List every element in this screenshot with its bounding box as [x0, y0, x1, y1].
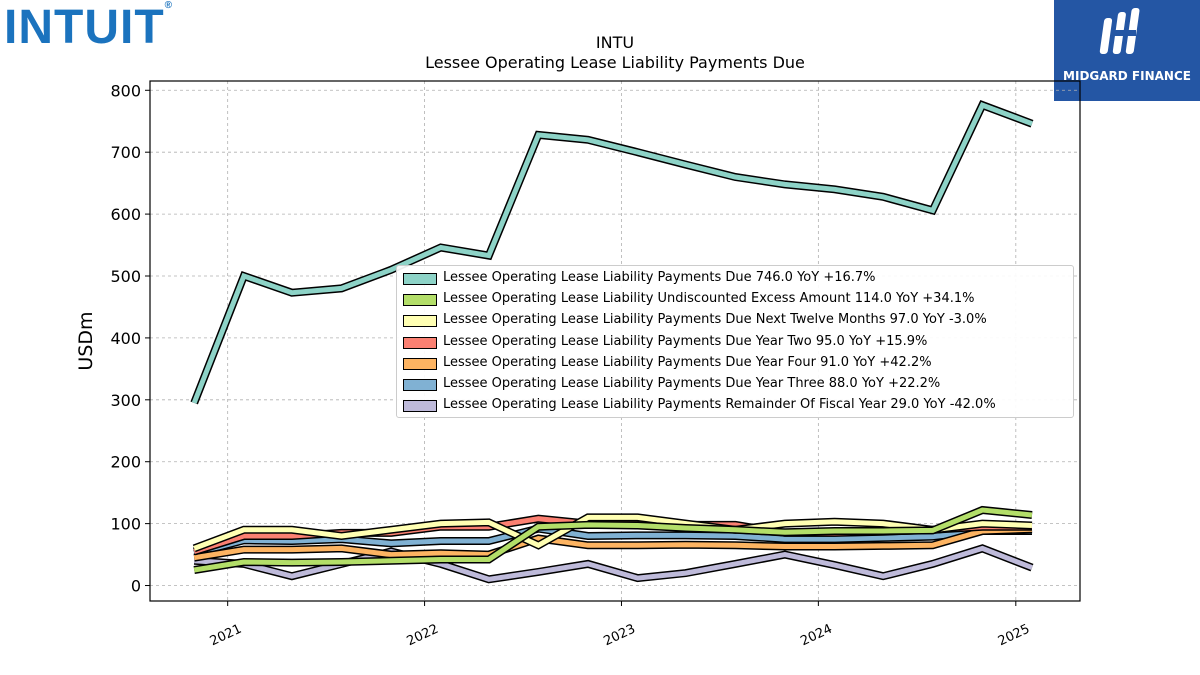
- y-tick-label: 300: [110, 391, 141, 410]
- y-axis-label: USDm: [75, 311, 97, 370]
- x-tick-label: 2023: [602, 622, 638, 650]
- series-3: [192, 513, 1033, 553]
- series-line: [193, 526, 1032, 556]
- y-tick-label: 100: [110, 515, 141, 534]
- midgard-emblem-icon: [1099, 8, 1140, 54]
- series-line: [193, 526, 1033, 561]
- series-line: [193, 514, 1033, 551]
- x-tick-label: 2024: [798, 622, 834, 650]
- intuit-logo-text: INTUIT: [4, 1, 165, 54]
- legend-swatch: [403, 273, 437, 285]
- y-tick-label: 400: [110, 329, 141, 348]
- legend-item: Lessee Operating Lease Liability Payment…: [397, 312, 1073, 332]
- y-axis: 0 100 200 300 400 500 600 700 800: [110, 81, 150, 596]
- series-5: [193, 525, 1033, 562]
- registered-mark-icon: ®: [164, 0, 174, 11]
- legend-swatch: [403, 294, 437, 307]
- series-1: [190, 100, 1034, 405]
- legend-swatch: [403, 315, 437, 328]
- series-line: [191, 101, 1033, 404]
- y-tick-label: 500: [110, 267, 141, 286]
- midgard-finance-logo: MIDGARD FINANCE: [1054, 0, 1200, 101]
- legend-label: Lessee Operating Lease Liability Undisco…: [443, 291, 975, 307]
- y-tick-label: 800: [110, 81, 141, 100]
- series-line: [193, 507, 1033, 573]
- legend-item: Lessee Operating Lease Liability Payment…: [397, 355, 1073, 375]
- y-tick-label: 700: [110, 143, 141, 162]
- midgard-finance-label: MIDGARD FINANCE: [1063, 69, 1191, 83]
- y-tick-label: 200: [110, 453, 141, 472]
- legend-item: Lessee Operating Lease Liability Payment…: [397, 334, 1073, 354]
- legend-item: Lessee Operating Lease Liability Undisco…: [397, 291, 1073, 311]
- x-axis: 2021 2022 2023 2024 2025: [208, 601, 1032, 649]
- x-tick-label: 2025: [996, 622, 1032, 650]
- legend-item: Lessee Operating Lease Liability Payment…: [397, 270, 1073, 290]
- y-tick-label: 600: [110, 205, 141, 224]
- legend-item: Lessee Operating Lease Liability Payment…: [397, 376, 1073, 396]
- legend-swatch: [403, 400, 437, 413]
- legend-label: Lessee Operating Lease Liability Payment…: [443, 270, 876, 285]
- legend-label: Lessee Operating Lease Liability Payment…: [443, 312, 987, 328]
- x-tick-label: 2021: [208, 622, 244, 650]
- series-6: [193, 524, 1032, 558]
- legend-label: Lessee Operating Lease Liability Payment…: [443, 354, 932, 370]
- legend-item: Lessee Operating Lease Liability Payment…: [397, 397, 1073, 417]
- series-2: [193, 505, 1033, 574]
- chart-title: Lessee Operating Lease Liability Payment…: [425, 53, 805, 72]
- y-tick-label: 0: [131, 577, 141, 596]
- legend-swatch: [403, 357, 437, 370]
- legend-label: Lessee Operating Lease Liability Payment…: [443, 333, 928, 349]
- legend-label: Lessee Operating Lease Liability Payment…: [443, 376, 941, 391]
- intuit-logo: INTUIT®: [4, 0, 173, 55]
- legend-label: Lessee Operating Lease Liability Payment…: [443, 397, 996, 413]
- legend-swatch: [403, 379, 437, 391]
- x-tick-label: 2022: [405, 622, 441, 650]
- legend: Lessee Operating Lease Liability Payment…: [396, 265, 1074, 418]
- plot-frame: [149, 80, 1081, 602]
- legend-swatch: [403, 336, 437, 349]
- chart-title-ticker: INTU: [595, 33, 635, 52]
- series-layer: [190, 100, 1034, 584]
